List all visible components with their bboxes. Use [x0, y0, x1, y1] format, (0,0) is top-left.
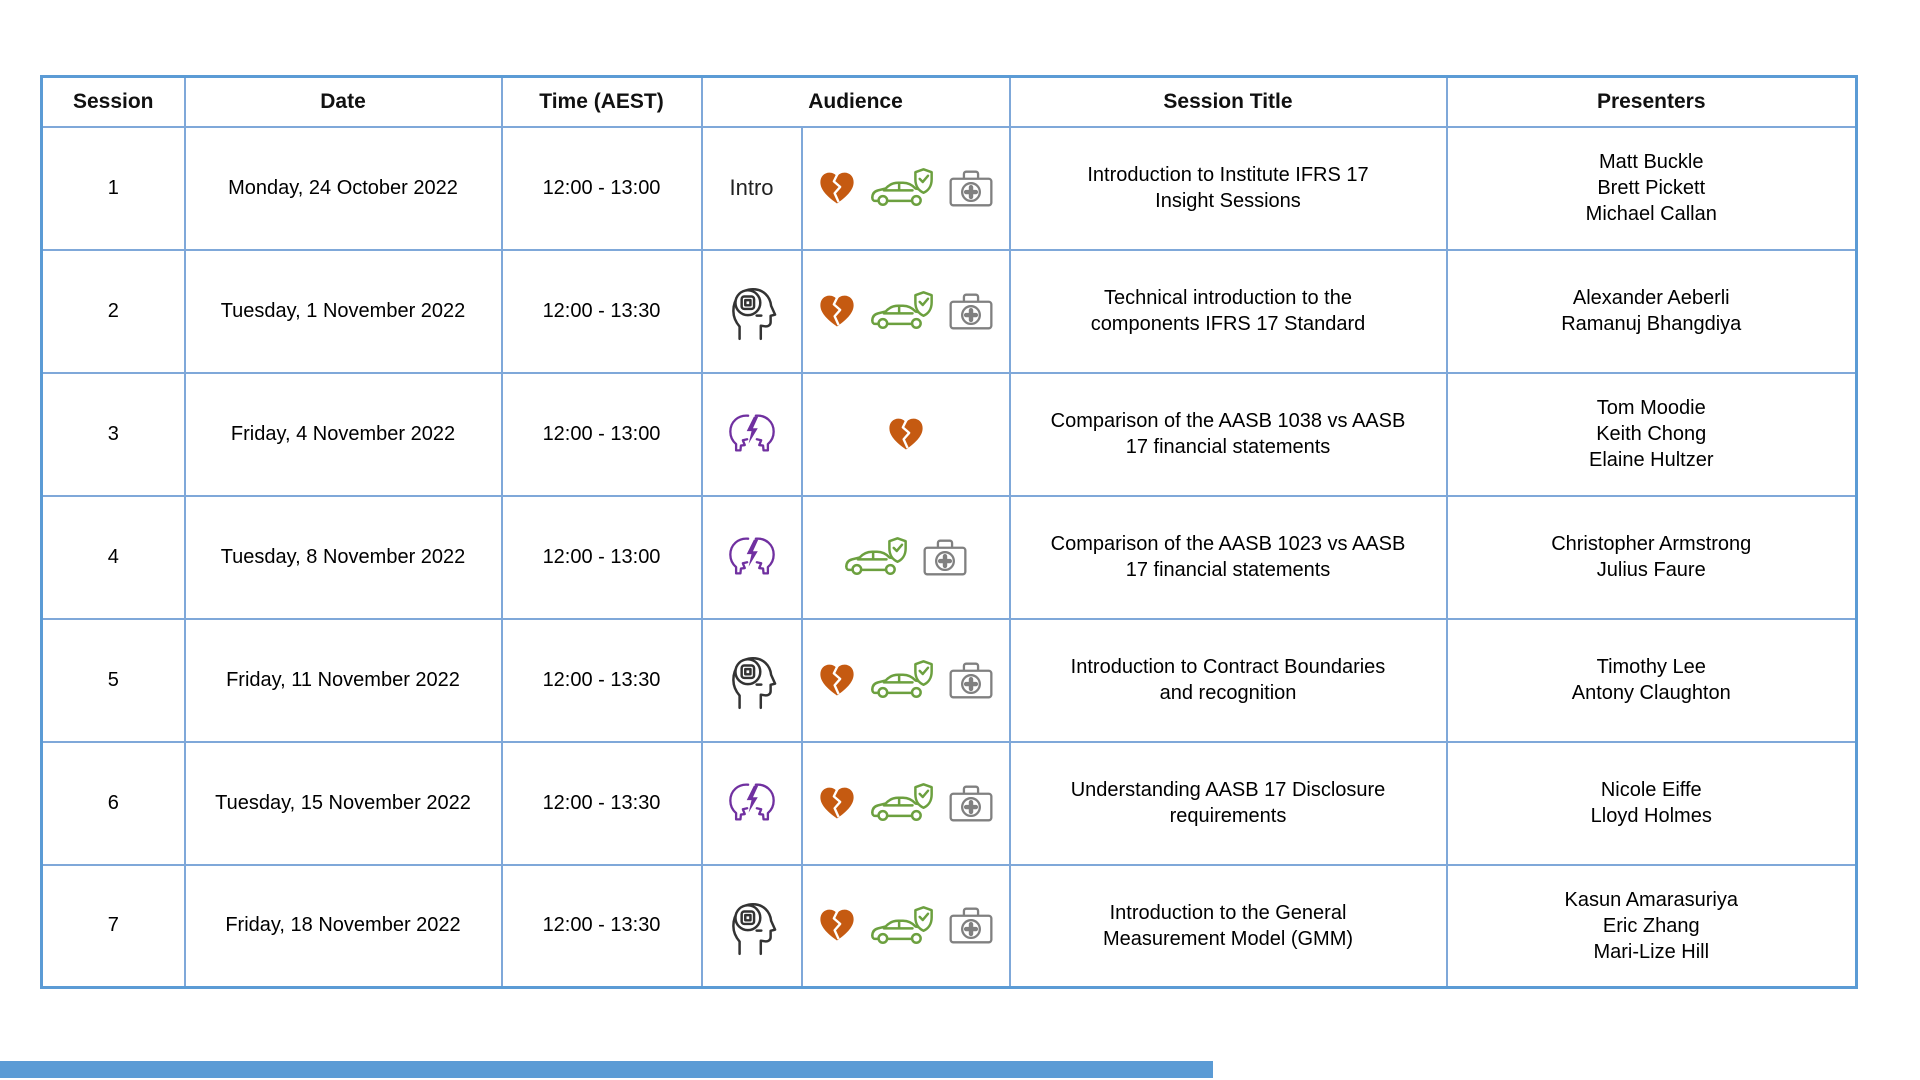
- session-number: 1: [40, 125, 186, 251]
- session-time: 12:00 - 13:00: [500, 494, 703, 620]
- session-number: 7: [40, 863, 186, 989]
- session-time: 12:00 - 13:30: [500, 248, 703, 374]
- session-title: Comparison of the AASB 1023 vs AASB 17 f…: [1008, 494, 1448, 620]
- intro-label: Intro: [729, 175, 774, 200]
- audience-type-cell: [700, 617, 803, 743]
- audience-type-cell: [700, 494, 803, 620]
- table-row: 6 Tuesday, 15 November 2022 12:00 - 13:3…: [40, 740, 1858, 866]
- audience-products-cell: [800, 740, 1011, 866]
- presenters: Tom Moodie Keith Chong Elaine Hultzer: [1445, 371, 1858, 497]
- car-shield-icon: [870, 781, 934, 825]
- presenters: Alexander Aeberli Ramanuj Bhangdiya: [1445, 248, 1858, 374]
- audience-products-cell: [800, 371, 1011, 497]
- session-date: Monday, 24 October 2022: [183, 125, 503, 251]
- car-shield-icon: [844, 535, 908, 579]
- heads-lightning-icon: [723, 777, 781, 829]
- audience-type-cell: [700, 248, 803, 374]
- presenters: Timothy Lee Antony Claughton: [1445, 617, 1858, 743]
- session-title: Introduction to Institute IFRS 17 Insigh…: [1008, 125, 1448, 251]
- session-date: Friday, 4 November 2022: [183, 371, 503, 497]
- session-title: Introduction to the General Measurement …: [1008, 863, 1448, 989]
- head-chip-icon: [725, 281, 779, 341]
- broken-heart-icon: [818, 663, 856, 698]
- table-row: 5 Friday, 11 November 2022 12:00 - 13:30…: [40, 617, 1858, 743]
- session-date: Tuesday, 1 November 2022: [183, 248, 503, 374]
- col-header-session-title: Session Title: [1008, 75, 1448, 128]
- session-time: 12:00 - 13:00: [500, 125, 703, 251]
- session-title: Technical introduction to the components…: [1008, 248, 1448, 374]
- col-header-session: Session: [40, 75, 186, 128]
- session-date: Tuesday, 15 November 2022: [183, 740, 503, 866]
- table-row: 2 Tuesday, 1 November 2022 12:00 - 13:30…: [40, 248, 1858, 374]
- audience-type-cell: [700, 740, 803, 866]
- col-header-date: Date: [183, 75, 503, 128]
- session-number: 2: [40, 248, 186, 374]
- car-shield-icon: [870, 289, 934, 333]
- col-header-audience: Audience: [700, 75, 1011, 128]
- audience-products-cell: [800, 494, 1011, 620]
- session-time: 12:00 - 13:30: [500, 740, 703, 866]
- session-title: Introduction to Contract Boundaries and …: [1008, 617, 1448, 743]
- col-header-presenters: Presenters: [1445, 75, 1858, 128]
- table-row: 7 Friday, 18 November 2022 12:00 - 13:30…: [40, 863, 1858, 989]
- broken-heart-icon: [818, 908, 856, 943]
- session-time: 12:00 - 13:30: [500, 617, 703, 743]
- presenters: Matt Buckle Brett Pickett Michael Callan: [1445, 125, 1858, 251]
- head-chip-icon: [725, 896, 779, 956]
- session-number: 4: [40, 494, 186, 620]
- broken-heart-icon: [818, 171, 856, 206]
- broken-heart-icon: [887, 417, 925, 452]
- broken-heart-icon: [818, 786, 856, 821]
- horizontal-scrollbar-thumb[interactable]: [0, 1061, 1213, 1078]
- car-shield-icon: [870, 904, 934, 948]
- session-title: Comparison of the AASB 1038 vs AASB 17 f…: [1008, 371, 1448, 497]
- session-number: 5: [40, 617, 186, 743]
- audience-type-cell: Intro: [700, 125, 803, 251]
- table-row: 4 Tuesday, 8 November 2022 12:00 - 13:00…: [40, 494, 1858, 620]
- audience-products-cell: [800, 125, 1011, 251]
- audience-type-cell: [700, 371, 803, 497]
- first-aid-kit-icon: [948, 783, 994, 824]
- first-aid-kit-icon: [948, 905, 994, 946]
- head-chip-icon: [725, 650, 779, 710]
- heads-lightning-icon: [723, 408, 781, 460]
- session-number: 6: [40, 740, 186, 866]
- table-row: 1 Monday, 24 October 2022 12:00 - 13:00 …: [40, 125, 1858, 251]
- header-row: Session Date Time (AEST) Audience Sessio…: [40, 75, 1858, 128]
- car-shield-icon: [870, 658, 934, 702]
- first-aid-kit-icon: [922, 537, 968, 578]
- session-date: Tuesday, 8 November 2022: [183, 494, 503, 620]
- session-number: 3: [40, 371, 186, 497]
- session-date: Friday, 18 November 2022: [183, 863, 503, 989]
- sessions-table: Session Date Time (AEST) Audience Sessio…: [40, 75, 1858, 989]
- broken-heart-icon: [818, 294, 856, 329]
- presenters: Christopher Armstrong Julius Faure: [1445, 494, 1858, 620]
- heads-lightning-icon: [723, 531, 781, 583]
- audience-products-cell: [800, 248, 1011, 374]
- session-time: 12:00 - 13:30: [500, 863, 703, 989]
- session-time: 12:00 - 13:00: [500, 371, 703, 497]
- first-aid-kit-icon: [948, 291, 994, 332]
- first-aid-kit-icon: [948, 660, 994, 701]
- table-row: 3 Friday, 4 November 2022 12:00 - 13:00 …: [40, 371, 1858, 497]
- audience-products-cell: [800, 617, 1011, 743]
- first-aid-kit-icon: [948, 168, 994, 209]
- presenters: Nicole Eiffe Lloyd Holmes: [1445, 740, 1858, 866]
- audience-type-cell: [700, 863, 803, 989]
- session-date: Friday, 11 November 2022: [183, 617, 503, 743]
- audience-products-cell: [800, 863, 1011, 989]
- car-shield-icon: [870, 166, 934, 210]
- session-title: Understanding AASB 17 Disclosure require…: [1008, 740, 1448, 866]
- col-header-time: Time (AEST): [500, 75, 703, 128]
- presenters: Kasun Amarasuriya Eric Zhang Mari-Lize H…: [1445, 863, 1858, 989]
